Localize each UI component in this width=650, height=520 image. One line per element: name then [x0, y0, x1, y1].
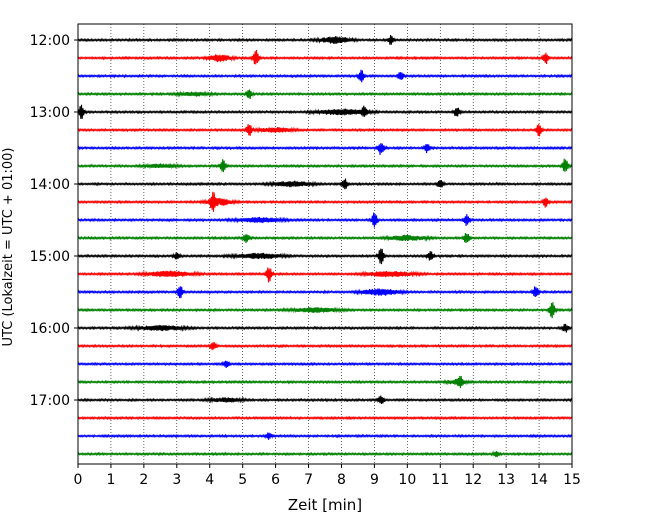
seismic-trace [77, 450, 573, 458]
x-tick-label: 3 [172, 472, 181, 488]
plot-background [78, 24, 572, 464]
plot-frame [77, 23, 573, 465]
seismic-trace [77, 104, 573, 119]
seismic-trace [77, 342, 573, 351]
seismic-trace [77, 143, 573, 156]
x-axis: 0 1 2 3 4 5 6 7 8 9 10 11 12 13 14 15 [74, 464, 581, 488]
x-tick-label: 7 [304, 472, 313, 488]
y-tick-label: 12:00 [30, 33, 70, 49]
x-tick-label: 8 [337, 472, 346, 488]
x-tick-label: 15 [563, 472, 581, 488]
seismic-trace [77, 375, 573, 389]
x-tick-label: 14 [530, 472, 548, 488]
y-tick-label: 15:00 [30, 249, 70, 265]
seismic-trace [77, 248, 573, 265]
y-tick-label: 14:00 [30, 177, 70, 193]
seismic-trace [77, 69, 573, 83]
seismic-trace [77, 49, 573, 65]
x-tick-label: 1 [106, 472, 115, 488]
x-axis-title: Zeit [min] [288, 496, 362, 514]
x-tick-label: 5 [238, 472, 247, 488]
x-tick-label: 0 [74, 472, 83, 488]
seismic-trace [77, 123, 573, 137]
y-axis: 12:00 13:00 14:00 15:00 16:00 17:00 [30, 33, 78, 409]
seismic-trace [77, 323, 573, 333]
x-tick-label: 10 [398, 472, 416, 488]
seismic-trace [77, 89, 573, 99]
vertical-grid [110, 24, 540, 464]
x-tick-label: 9 [370, 472, 379, 488]
seismic-trace [77, 158, 573, 173]
seismic-trace [77, 212, 573, 228]
seismic-trace [77, 360, 573, 369]
x-tick-label: 4 [205, 472, 214, 488]
seismic-trace [77, 415, 573, 421]
y-tick-label: 17:00 [30, 393, 70, 409]
seismic-trace [77, 286, 573, 299]
seismic-trace [77, 395, 573, 405]
seismic-trace [77, 432, 573, 440]
seismic-trace [77, 267, 573, 283]
y-tick-label: 13:00 [30, 105, 70, 121]
trace-group [77, 35, 573, 458]
seismic-trace [77, 191, 573, 212]
x-tick-label: 12 [464, 472, 482, 488]
seismic-trace [77, 302, 573, 319]
seismic-trace [77, 178, 573, 190]
y-tick-label: 16:00 [30, 321, 70, 337]
x-tick-label: 11 [431, 472, 449, 488]
x-tick-label: 2 [139, 472, 148, 488]
x-tick-label: 13 [497, 472, 515, 488]
y-axis-title: UTC (Lokalzeit = UTC + 01:00) [1, 148, 16, 347]
seismic-trace [77, 232, 573, 244]
seismic-trace [77, 35, 573, 45]
x-tick-label: 6 [271, 472, 280, 488]
